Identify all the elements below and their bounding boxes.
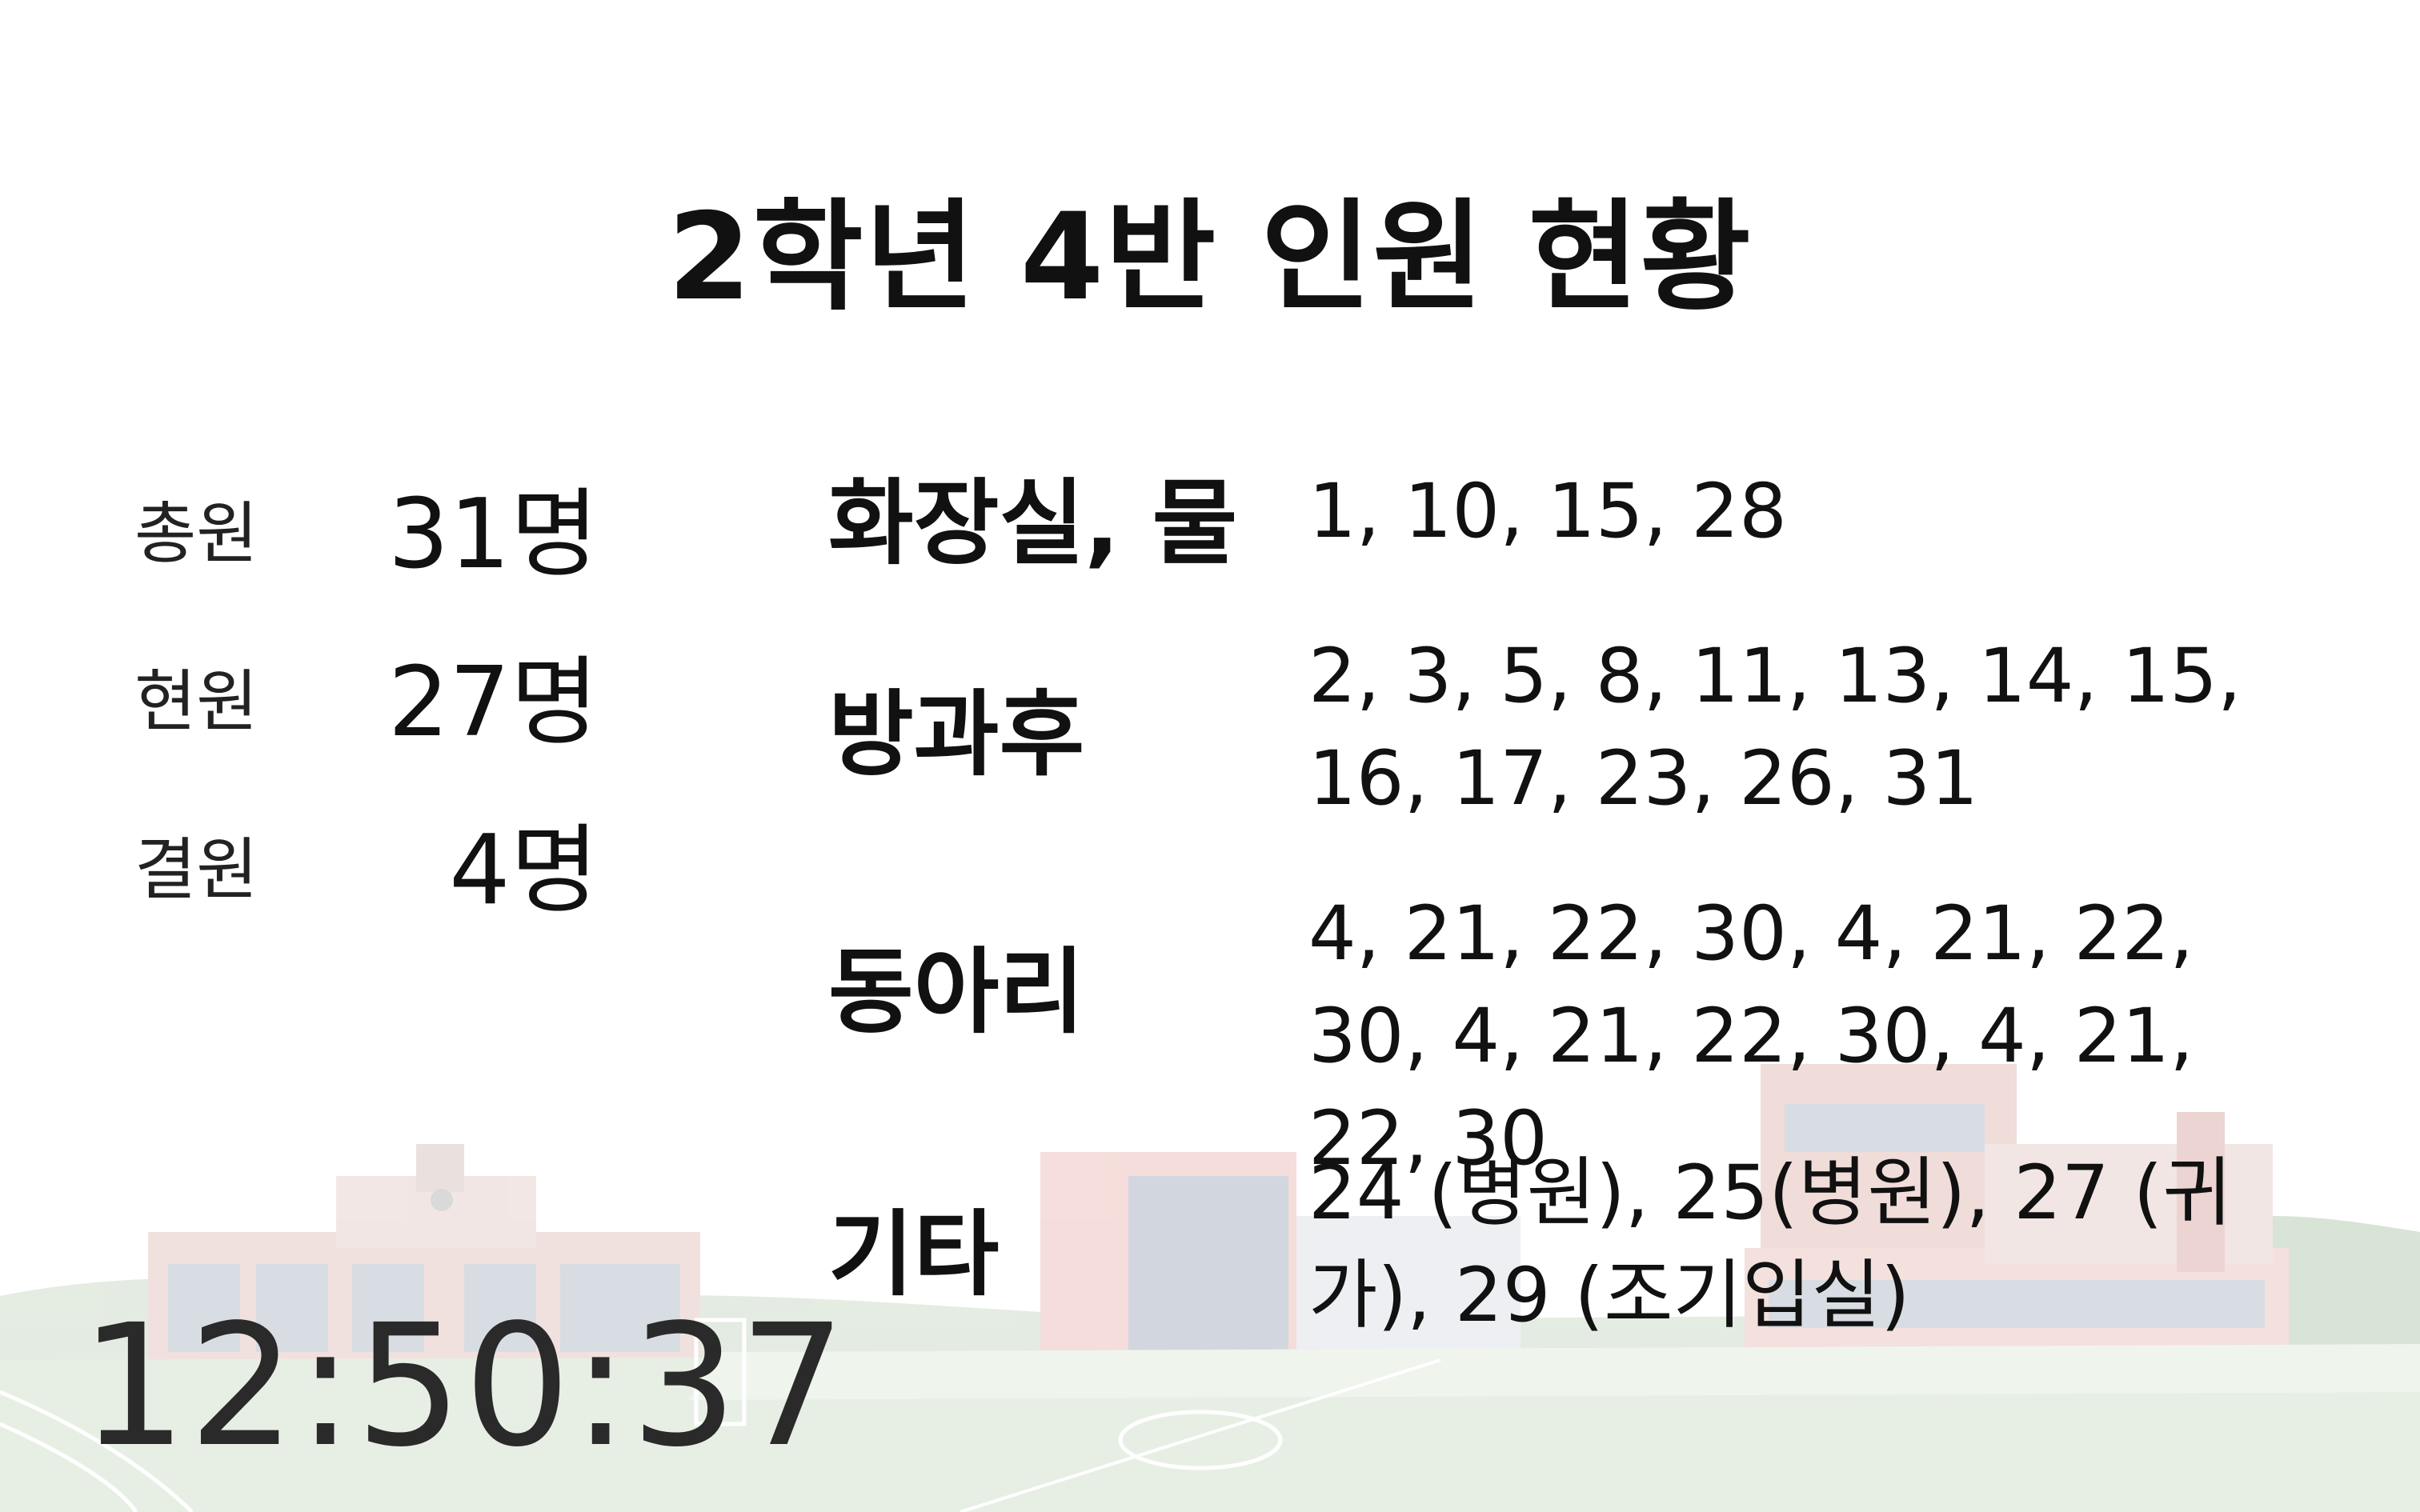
- stat-value: 31명: [387, 479, 599, 590]
- stat-absent: 결원 4명: [134, 792, 599, 960]
- digital-clock: 12:50:37: [80, 1288, 848, 1484]
- stat-value: 27명: [387, 647, 599, 758]
- stat-value: 4명: [449, 815, 599, 926]
- attendance-summary: 총원 31명 현원 27명 결원 4명: [134, 456, 599, 960]
- stat-label: 결원: [134, 830, 258, 909]
- stat-present: 현원 27명: [134, 624, 599, 792]
- stat-label: 현원: [134, 662, 258, 741]
- stat-label: 총원: [134, 494, 258, 573]
- category-label: 방과후: [828, 681, 1085, 789]
- category-students: 1, 10, 15, 28: [1308, 468, 1787, 555]
- category-students: 4, 21, 22, 30, 4, 21, 22, 30, 4, 21, 22,…: [1308, 890, 2194, 1182]
- stat-total: 총원 31명: [134, 456, 599, 624]
- category-label: 화장실, 물: [828, 470, 1238, 578]
- category-label: 기타: [828, 1201, 1000, 1309]
- category-students: 2, 3, 5, 8, 11, 13, 14, 15, 16, 17, 23, …: [1308, 633, 2242, 822]
- page-title: 2학년 4반 인원 현황: [667, 188, 1753, 327]
- category-label: 동아리: [828, 938, 1085, 1046]
- category-students: 24 (병원), 25(병원), 27 (귀가), 29 (조기입실): [1308, 1150, 2232, 1339]
